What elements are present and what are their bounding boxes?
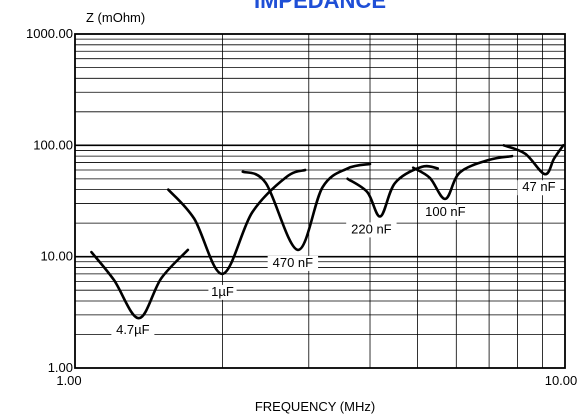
- curve-label: 100 nF: [425, 204, 466, 219]
- curve-label-bg: [517, 180, 561, 196]
- plot-frame: [74, 33, 566, 369]
- y-tick-label: 1.00: [48, 360, 73, 375]
- impedance-curve: [90, 248, 190, 320]
- chart-title: IMPEDANCE: [254, 0, 386, 13]
- x-tick-label: 10.00: [545, 373, 578, 388]
- x-tick-label: 1.00: [56, 373, 81, 388]
- curve-label: 220 nF: [351, 221, 392, 236]
- y-axis-label: Z (mOhm): [86, 10, 145, 25]
- curve-label: 4.7µF: [116, 322, 150, 337]
- impedance-curve: [502, 144, 565, 176]
- curve-label-bg: [208, 284, 237, 300]
- plot-area: 1.00 10.00 100.00 1000.00 1.00 10.00 4.7µF 1µF 4…: [26, 26, 577, 388]
- curve-label-bg: [111, 323, 155, 339]
- y-tick-label: 100.00: [33, 137, 73, 152]
- curve-label: 47 nF: [522, 179, 555, 194]
- x-axis-label: FREQUENCY (MHz): [255, 399, 375, 414]
- impedance-curve: [167, 168, 307, 276]
- curve-label-bg: [420, 204, 471, 220]
- y-tick-label: 10.00: [40, 249, 73, 264]
- impedance-curve: [411, 154, 514, 201]
- curve-label: 470 nF: [273, 255, 314, 270]
- curve-label-bg: [267, 255, 319, 271]
- impedance-curve: [346, 164, 440, 218]
- impedance-curve: [241, 162, 372, 252]
- y-tick-label: 1000.00: [26, 26, 73, 41]
- curve-label-bg: [346, 222, 397, 238]
- curve-label: 1µF: [211, 284, 234, 299]
